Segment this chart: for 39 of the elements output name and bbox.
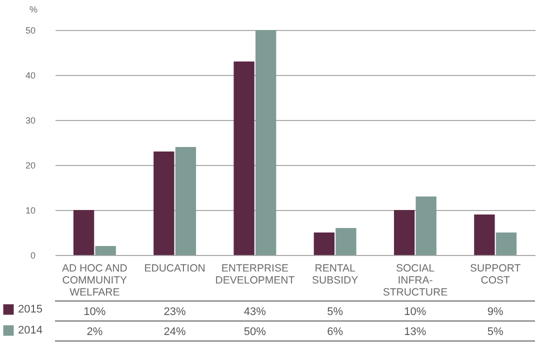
legend-label: 2014 [18, 324, 42, 336]
bar [175, 147, 196, 255]
data-label: 50% [244, 326, 266, 338]
data-label: 10% [84, 306, 106, 318]
y-tick-label: 0 [30, 250, 36, 260]
data-label: 5% [487, 326, 504, 338]
data-label: 10% [404, 306, 426, 318]
data-label: 9% [487, 306, 504, 318]
y-tick-label: 10 [25, 206, 36, 216]
data-label: 23% [164, 306, 186, 318]
data-label: 6% [327, 326, 344, 338]
y-tick-label: 20 [25, 160, 36, 170]
y-tick-label: 30 [25, 116, 36, 126]
bar [416, 196, 436, 255]
y-axis-title: % [29, 4, 38, 14]
x-tick-label: SUPPORT COST [470, 262, 522, 286]
y-tick-label: 40 [25, 70, 36, 80]
bar [234, 62, 254, 255]
bar [95, 246, 116, 255]
bar [255, 30, 276, 255]
x-tick-label: ENTERPRISE DEVELOPMENT [215, 262, 296, 286]
y-tick-label: 50 [25, 26, 36, 36]
data-label: 2% [86, 326, 103, 338]
legend-label: 2015 [18, 304, 42, 316]
data-label: 43% [244, 306, 266, 318]
data-label: 24% [164, 326, 186, 338]
bar [474, 214, 495, 255]
bar [73, 210, 94, 255]
bar [154, 152, 174, 255]
bar [496, 232, 517, 255]
data-label: 13% [404, 326, 426, 338]
x-tick-label: RENTAL SUBSIDY [312, 262, 358, 286]
x-tick-label: SOCIAL INFRA-STRUCTURE [382, 262, 448, 298]
x-tick-label: EDUCATION [144, 262, 206, 274]
bar [336, 228, 356, 255]
bar [314, 232, 335, 255]
x-tick-label: AD HOC AND COMMUNITY WELFARE [62, 262, 128, 298]
bar [394, 210, 415, 255]
data-label: 5% [327, 306, 344, 318]
